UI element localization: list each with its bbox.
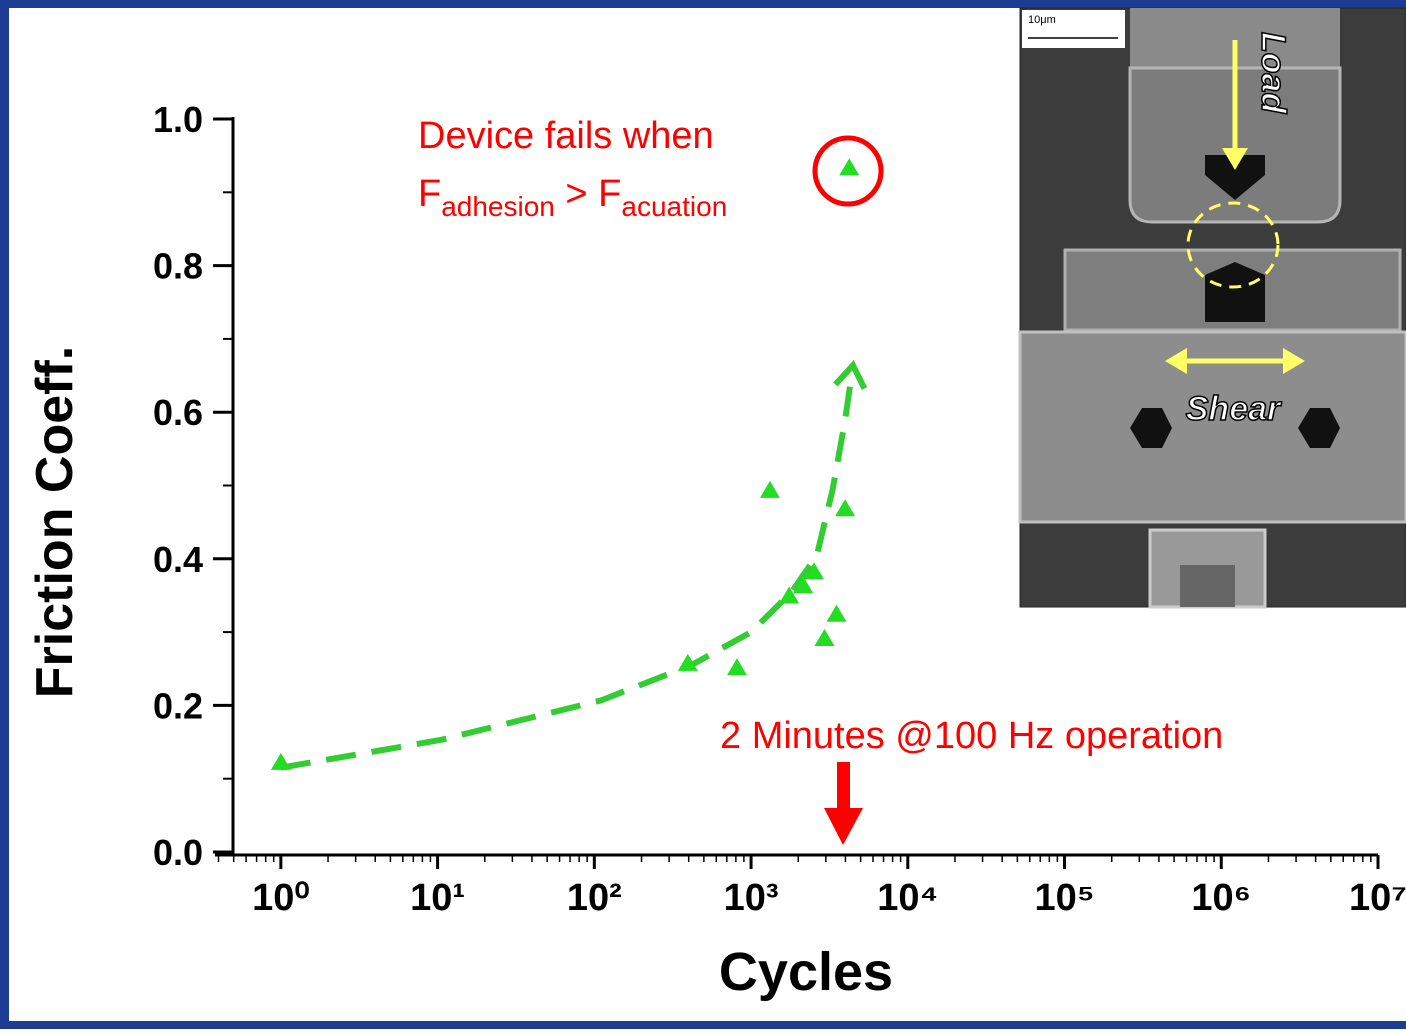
chart: 10μm Load Shear Device fails when Fadhes… (0, 0, 1406, 1029)
x-tick-label: 10⁶ (1191, 877, 1251, 919)
fail-note-part: > F (555, 173, 622, 215)
y-axis-title: Friction Coeff. (26, 346, 84, 698)
x-tick-label: 10⁴ (877, 877, 938, 919)
y-tick-label: 0.2 (153, 685, 203, 726)
y-tick-label: 0.4 (153, 539, 203, 580)
x-axis-title: Cycles (719, 942, 893, 1002)
fail-note-sub: adhesion (441, 191, 555, 222)
y-tick-label: 0.6 (153, 392, 203, 433)
load-label: Load (1254, 32, 1292, 114)
y-tick-label: 0.8 (153, 246, 203, 287)
frame-left (0, 0, 9, 1029)
shear-label: Shear (1186, 390, 1282, 428)
time-note: 2 Minutes @100 Hz operation (720, 715, 1223, 757)
x-tick-label: 10³ (724, 877, 779, 919)
y-tick-label: 0.0 (153, 832, 203, 873)
inset-shape (1180, 565, 1235, 607)
frame-top (0, 0, 1406, 8)
time-arrow (837, 762, 850, 812)
scale-label: 10μm (1028, 14, 1056, 26)
fail-note-sub: acuation (621, 191, 727, 222)
y-tick-label: 1.0 (153, 99, 203, 140)
x-tick-label: 10² (567, 877, 622, 919)
x-tick-label: 10¹ (410, 877, 465, 919)
x-tick-label: 10⁷ (1349, 877, 1406, 919)
fail-note-part: F (418, 173, 441, 215)
inset-image: 10μm Load Shear (1020, 8, 1406, 607)
frame-bottom (0, 1021, 1406, 1029)
x-tick-label: 10⁵ (1034, 877, 1094, 919)
fail-note: Device fails when (418, 115, 714, 157)
x-tick-label: 10⁰ (252, 877, 310, 919)
